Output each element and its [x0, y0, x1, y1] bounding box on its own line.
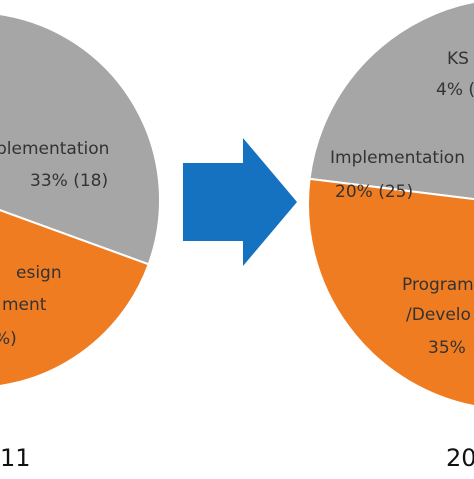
slice-label-design-left-line2: ment	[2, 295, 47, 315]
pie-slice-design-left	[0, 209, 150, 387]
year-label-left: 11	[0, 444, 31, 472]
slice-label-ks-right: KS	[447, 49, 469, 69]
pie-slice-implementation-right	[308, 0, 474, 201]
slice-label-implementation-right: Implementation	[330, 148, 465, 168]
slice-label-programming-right-line2: /Develo	[406, 305, 471, 325]
right-arrow-icon	[183, 138, 297, 266]
slice-value-implementation-right: 20% (25)	[335, 182, 413, 202]
year-label-right: 20	[446, 444, 474, 472]
pie-slice-implementation-left	[0, 13, 161, 266]
slice-value-ks-right: 4% (	[436, 80, 474, 100]
pie-slice-programming-right	[307, 177, 474, 408]
slice-label-implementation-left: plementation	[0, 139, 109, 159]
pie-chart-left: plementation 33% (18) esign ment %) 11	[0, 13, 161, 472]
slice-value-programming-right: 35%	[428, 338, 466, 358]
slice-value-implementation-left: 33% (18)	[30, 171, 108, 191]
pie-chart-right: KS 4% ( Implementation 20% (25) Program …	[307, 0, 474, 472]
slice-value-design-left: %)	[0, 329, 17, 349]
slice-label-programming-right: Program	[402, 275, 474, 295]
slice-label-design-left: esign	[16, 263, 62, 283]
